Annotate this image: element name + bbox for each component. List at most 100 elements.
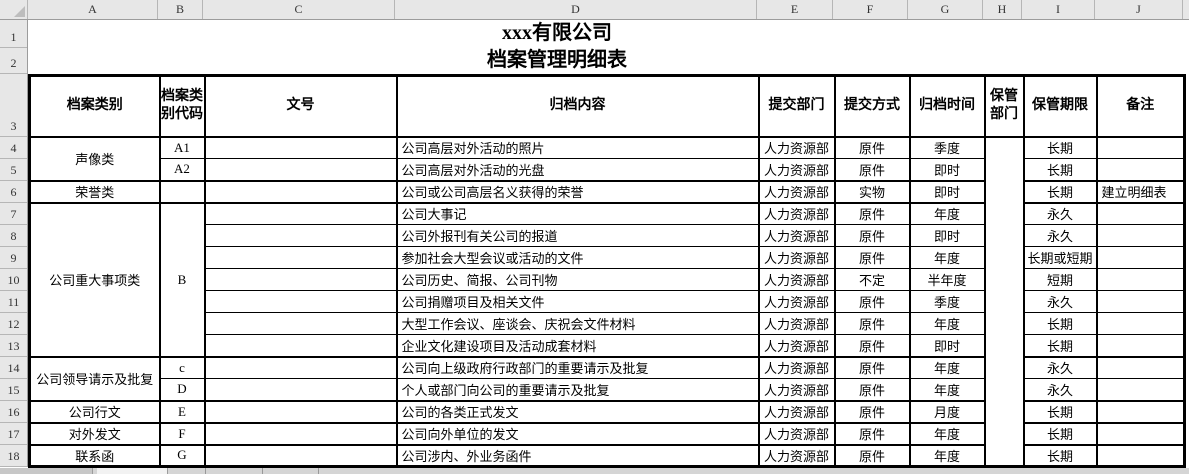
row-header-17[interactable]: 17 xyxy=(0,423,27,445)
cell-time[interactable]: 年度 xyxy=(908,201,986,225)
cell-note[interactable] xyxy=(1095,290,1186,313)
cell-method[interactable]: 原件 xyxy=(833,224,911,247)
column-header-C[interactable]: C xyxy=(203,0,395,19)
cell-doc-no[interactable] xyxy=(203,136,398,159)
cell-code[interactable]: F xyxy=(158,421,206,445)
cell-note[interactable] xyxy=(1095,312,1186,335)
cell-category[interactable]: 荣誉类 xyxy=(28,179,161,203)
row-header-12[interactable]: 12 xyxy=(0,313,27,335)
cell-note[interactable] xyxy=(1095,158,1186,181)
header-keep-period[interactable]: 保管期限 xyxy=(1022,75,1098,138)
cell-time[interactable]: 年度 xyxy=(908,312,986,335)
cell-category[interactable]: 公司领导请示及批复 xyxy=(28,355,161,401)
cell-method[interactable]: 原件 xyxy=(833,158,911,181)
cell-period[interactable]: 永久 xyxy=(1022,224,1098,247)
header-archive-time[interactable]: 归档时间 xyxy=(908,75,986,138)
cell-dept[interactable]: 人力资源部 xyxy=(757,399,836,423)
cell-time[interactable]: 即时 xyxy=(908,158,986,181)
cell-content[interactable]: 公司高层对外活动的照片 xyxy=(395,136,760,159)
header-submit-dept[interactable]: 提交部门 xyxy=(757,75,836,138)
cell-category[interactable]: 公司重大事项类 xyxy=(28,201,161,357)
cell-note[interactable] xyxy=(1095,224,1186,247)
cell-note[interactable] xyxy=(1095,355,1186,379)
cell-dept[interactable]: 人力资源部 xyxy=(757,378,836,401)
cell-dept[interactable]: 人力资源部 xyxy=(757,136,836,159)
cell-time[interactable]: 年度 xyxy=(908,421,986,445)
cell-period[interactable]: 永久 xyxy=(1022,201,1098,225)
cell-method[interactable]: 原件 xyxy=(833,290,911,313)
row-header-7[interactable]: 7 xyxy=(0,203,27,225)
row-header-8[interactable]: 8 xyxy=(0,225,27,247)
cell-period[interactable]: 长期或短期 xyxy=(1022,246,1098,269)
cell-time[interactable]: 年度 xyxy=(908,355,986,379)
cell-dept[interactable]: 人力资源部 xyxy=(757,158,836,181)
cell-doc-no[interactable] xyxy=(203,179,398,203)
cell-code[interactable] xyxy=(158,179,206,203)
cell-period[interactable]: 永久 xyxy=(1022,355,1098,379)
cell-content[interactable]: 企业文化建设项目及活动成套材料 xyxy=(395,334,760,357)
row-header-5[interactable]: 5 xyxy=(0,159,27,181)
cell-doc-no[interactable] xyxy=(203,334,398,357)
row-header-1[interactable]: 1 xyxy=(0,20,27,48)
cell-code[interactable]: c xyxy=(158,355,206,379)
row-header-16[interactable]: 16 xyxy=(0,401,27,423)
cell-code[interactable]: A2 xyxy=(158,158,206,181)
cell-method[interactable]: 原件 xyxy=(833,355,911,379)
cell-content[interactable]: 公司大事记 xyxy=(395,201,760,225)
cell-dept[interactable]: 人力资源部 xyxy=(757,246,836,269)
column-header-I[interactable]: I xyxy=(1022,0,1095,19)
cell-content[interactable]: 公司捐赠项目及相关文件 xyxy=(395,290,760,313)
cell-doc-no[interactable] xyxy=(203,312,398,335)
cell-content[interactable]: 公司历史、简报、公司刊物 xyxy=(395,268,760,291)
cell-method[interactable]: 原件 xyxy=(833,378,911,401)
cell-method[interactable]: 不定 xyxy=(833,268,911,291)
cell-dept[interactable]: 人力资源部 xyxy=(757,201,836,225)
column-header-D[interactable]: D xyxy=(395,0,757,19)
cell-note[interactable] xyxy=(1095,421,1186,445)
row-header-3[interactable]: 3 xyxy=(0,74,27,137)
row-header-6[interactable]: 6 xyxy=(0,181,27,203)
cell-doc-no[interactable] xyxy=(203,201,398,225)
cell-note[interactable] xyxy=(1095,246,1186,269)
cell-dept[interactable]: 人力资源部 xyxy=(757,268,836,291)
cell-content[interactable]: 公司向上级政府行政部门的重要请示及批复 xyxy=(395,355,760,379)
header-archive-content[interactable]: 归档内容 xyxy=(395,75,760,138)
cell-period[interactable]: 短期 xyxy=(1022,268,1098,291)
cell-dept[interactable]: 人力资源部 xyxy=(757,224,836,247)
cell-note[interactable] xyxy=(1095,268,1186,291)
cell-period[interactable]: 长期 xyxy=(1022,334,1098,357)
cell-category[interactable]: 对外发文 xyxy=(28,421,161,445)
cell-note[interactable] xyxy=(1095,136,1186,159)
cell-code[interactable]: E xyxy=(158,399,206,423)
cell-content[interactable]: 公司涉内、外业务函件 xyxy=(395,443,760,467)
header-archive-category[interactable]: 档案类别 xyxy=(28,75,161,138)
cell-content[interactable]: 公司向外单位的发文 xyxy=(395,421,760,445)
cell-method[interactable]: 原件 xyxy=(833,312,911,335)
cell-time[interactable]: 年度 xyxy=(908,443,986,467)
cell-code[interactable]: D xyxy=(158,378,206,401)
cell-note[interactable] xyxy=(1095,443,1186,467)
cell-dept[interactable]: 人力资源部 xyxy=(757,334,836,357)
cell-doc-no[interactable] xyxy=(203,421,398,445)
cell-time[interactable]: 半年度 xyxy=(908,268,986,291)
cell-method[interactable]: 原件 xyxy=(833,399,911,423)
cell-method[interactable]: 原件 xyxy=(833,443,911,467)
row-header-9[interactable]: 9 xyxy=(0,247,27,269)
cell-period[interactable]: 长期 xyxy=(1022,136,1098,159)
cell-period[interactable]: 永久 xyxy=(1022,378,1098,401)
cell-dept[interactable]: 人力资源部 xyxy=(757,443,836,467)
column-header-A[interactable]: A xyxy=(28,0,158,19)
cell-dept[interactable]: 人力资源部 xyxy=(757,312,836,335)
cell-doc-no[interactable] xyxy=(203,246,398,269)
cell-note[interactable] xyxy=(1095,334,1186,357)
cell-content[interactable]: 个人或部门向公司的重要请示及批复 xyxy=(395,378,760,401)
cell-time[interactable]: 即时 xyxy=(908,334,986,357)
column-header-E[interactable]: E xyxy=(757,0,833,19)
cell-method[interactable]: 原件 xyxy=(833,201,911,225)
cell-time[interactable]: 季度 xyxy=(908,136,986,159)
cell-code[interactable]: B xyxy=(158,201,206,357)
cell-category[interactable]: 联系函 xyxy=(28,443,161,467)
row-header-2[interactable]: 2 xyxy=(0,48,27,74)
cell-period[interactable]: 长期 xyxy=(1022,158,1098,181)
cell-method[interactable]: 原件 xyxy=(833,246,911,269)
